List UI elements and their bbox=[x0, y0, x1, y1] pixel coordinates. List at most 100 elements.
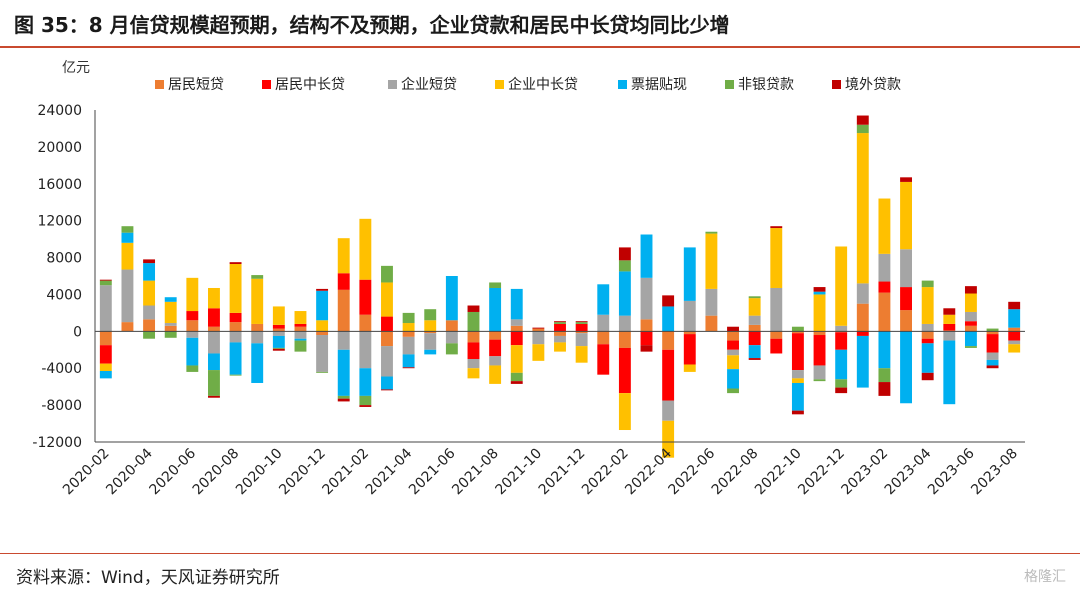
bar-segment bbox=[208, 353, 220, 371]
bar-segment bbox=[445, 276, 458, 321]
bar-segment bbox=[683, 300, 696, 332]
bar-segment bbox=[964, 325, 977, 332]
bar-segment bbox=[597, 344, 610, 375]
bar-segment bbox=[878, 281, 891, 293]
bar-segment bbox=[1008, 327, 1021, 332]
bar-segment bbox=[878, 292, 891, 332]
bar-segment bbox=[229, 342, 242, 375]
bar-segment bbox=[489, 365, 502, 384]
bar-segment bbox=[489, 282, 502, 288]
bar-segment bbox=[813, 335, 826, 366]
bar-segment bbox=[99, 370, 112, 379]
bar-segment bbox=[640, 319, 653, 332]
x-tick-label: 2023-06 bbox=[925, 445, 978, 498]
bar-segment bbox=[727, 388, 739, 394]
bar-segment bbox=[99, 331, 112, 346]
bar-segment bbox=[208, 331, 220, 354]
bar-segment bbox=[402, 323, 415, 332]
bar-segment bbox=[835, 325, 848, 332]
bar-segment bbox=[186, 337, 199, 366]
bar-segment bbox=[618, 247, 631, 261]
bar-segment bbox=[381, 346, 393, 377]
bar-segment bbox=[856, 283, 869, 304]
bar-segment bbox=[359, 218, 372, 280]
legend-swatch bbox=[832, 80, 841, 89]
bar-segment bbox=[510, 331, 523, 346]
bar-segment bbox=[770, 226, 783, 229]
bar-segment bbox=[467, 368, 480, 379]
legend-label: 境外贷款 bbox=[845, 77, 901, 93]
bar-segment bbox=[99, 345, 112, 364]
bar-segment bbox=[943, 323, 956, 331]
bar-segment bbox=[770, 338, 783, 354]
x-tick-label: 2023-08 bbox=[968, 446, 1021, 499]
bar-segment bbox=[986, 334, 999, 353]
stacked-bar-chart: 亿元 24000 20000 16000 12000 8000 4000 0 -4000 -800… bbox=[32, 60, 1025, 499]
bar-segment bbox=[618, 271, 631, 316]
bar-segment bbox=[878, 198, 891, 254]
bar-segment bbox=[467, 342, 480, 359]
bar-segment bbox=[921, 280, 934, 288]
bar-segment bbox=[618, 331, 631, 348]
bar-segment bbox=[921, 331, 934, 339]
bar-segment bbox=[359, 405, 372, 407]
bar-segment bbox=[770, 228, 783, 288]
bar-segment bbox=[229, 374, 242, 376]
bar-segment bbox=[316, 290, 329, 321]
bar-segment bbox=[316, 371, 329, 373]
bar-segment bbox=[143, 280, 156, 306]
bar-segment bbox=[337, 398, 350, 402]
y-tick-label: -12000 bbox=[32, 435, 82, 451]
bar-segment bbox=[748, 298, 761, 316]
bar-segment bbox=[791, 370, 804, 379]
x-tick-label: 2021-12 bbox=[536, 446, 589, 499]
bar-segment bbox=[618, 347, 631, 394]
bar-segment bbox=[294, 311, 307, 324]
bar-segment bbox=[554, 331, 566, 336]
bar-segment bbox=[294, 340, 307, 352]
legend-label: 非银贷款 bbox=[738, 77, 794, 93]
bar-segment bbox=[878, 368, 891, 383]
bar-segment bbox=[878, 382, 891, 396]
bar-segment bbox=[381, 282, 393, 317]
bar-segment bbox=[99, 363, 112, 371]
bar-segment bbox=[921, 323, 934, 332]
bar-segment bbox=[251, 275, 264, 279]
bar-segment bbox=[121, 242, 134, 270]
bar-segment bbox=[900, 249, 912, 288]
bar-segment bbox=[99, 285, 112, 332]
bar-segment bbox=[1008, 340, 1021, 345]
bar-segment bbox=[748, 324, 761, 332]
bar-segment bbox=[748, 296, 761, 299]
bar-segment bbox=[424, 320, 437, 332]
bar-segment bbox=[662, 349, 675, 401]
x-tick-label: 2021-08 bbox=[449, 446, 502, 499]
bar-segment bbox=[835, 246, 848, 326]
bar-segment bbox=[272, 335, 285, 348]
bar-segment bbox=[878, 253, 891, 282]
legend-swatch bbox=[388, 80, 397, 89]
legend-swatch bbox=[155, 80, 164, 89]
bar-segment bbox=[554, 321, 566, 323]
y-tick-label: 16000 bbox=[37, 177, 82, 193]
x-tick-label: 2020-10 bbox=[233, 446, 286, 499]
bar-segment bbox=[575, 323, 588, 332]
bar-segment bbox=[316, 331, 329, 336]
bar-segment bbox=[770, 287, 783, 332]
bar-segment bbox=[532, 328, 545, 332]
bar-segment bbox=[662, 400, 675, 421]
bar-segment bbox=[186, 277, 199, 312]
bar-segment bbox=[943, 340, 956, 405]
bar-segment bbox=[1008, 344, 1021, 353]
bar-segment bbox=[121, 226, 134, 233]
bar-segment bbox=[727, 349, 739, 356]
bar-segment bbox=[467, 305, 480, 312]
x-tick-label: 2020-08 bbox=[190, 446, 243, 499]
bar-segment bbox=[381, 265, 393, 283]
bar-segment bbox=[554, 335, 566, 343]
y-tick-label: -4000 bbox=[41, 361, 82, 377]
bar-segment bbox=[575, 331, 588, 334]
bar-segment bbox=[186, 320, 199, 332]
bar-segment bbox=[510, 381, 523, 384]
bar-segment bbox=[1008, 301, 1021, 310]
